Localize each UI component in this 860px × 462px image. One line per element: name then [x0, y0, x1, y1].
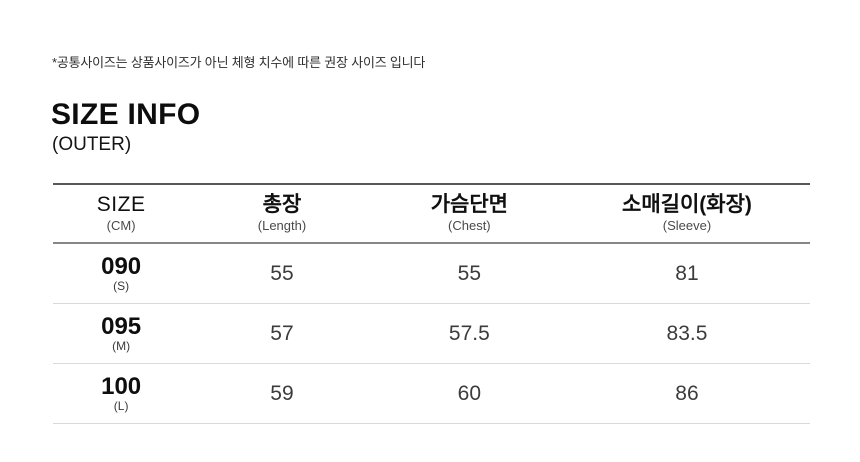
size-sublabel: (L) [113, 398, 129, 413]
size-sublabel: (S) [113, 278, 130, 293]
page-subtitle: (OUTER) [52, 134, 132, 155]
chest-value: 60 [374, 363, 564, 424]
col-header-length-sub: (Length) [257, 218, 307, 234]
size-note: *공통사이즈는 상품사이즈가 아닌 체형 치수에 따른 권장 사이즈 입니다 [52, 55, 426, 70]
col-header-size-main: SIZE [96, 193, 146, 217]
sleeve-value: 86 [563, 363, 810, 424]
length-value: 59 [189, 363, 375, 424]
col-header-length-main: 총장 [262, 193, 302, 217]
col-header-sleeve-sub: (Sleeve) [662, 218, 712, 234]
size-cell: 090 (S) [53, 243, 190, 304]
col-header-length: 총장 (Length) [189, 184, 375, 244]
col-header-chest: 가슴단면 (Chest) [374, 184, 564, 244]
sleeve-value: 83.5 [563, 303, 810, 364]
table-row: 100 (L) 59 60 86 [53, 363, 810, 424]
size-label: 090 [101, 252, 142, 280]
size-cell: 100 (L) [53, 363, 190, 424]
sleeve-value: 81 [563, 243, 810, 304]
col-header-chest-sub: (Chest) [448, 218, 491, 234]
col-header-sleeve: 소매길이(화장) (Sleeve) [563, 184, 810, 244]
col-header-size-sub: (CM) [106, 218, 136, 234]
table-row: 095 (M) 57 57.5 83.5 [53, 303, 810, 364]
size-table: SIZE (CM) 총장 (Length) 가슴단면 (Chest) 소매길이(… [53, 183, 810, 424]
col-header-chest-main: 가슴단면 [430, 193, 508, 217]
size-cell: 095 (M) [53, 303, 190, 364]
chest-value: 55 [374, 243, 564, 304]
length-value: 55 [189, 243, 375, 304]
size-label: 100 [101, 372, 142, 400]
col-header-sleeve-main: 소매길이(화장) [622, 193, 752, 217]
length-value: 57 [189, 303, 375, 364]
table-row: 090 (S) 55 55 81 [53, 243, 810, 304]
table-header-row: SIZE (CM) 총장 (Length) 가슴단면 (Chest) 소매길이(… [53, 184, 810, 244]
page-title: SIZE INFO [51, 98, 201, 131]
chest-value: 57.5 [374, 303, 564, 364]
size-sublabel: (M) [112, 338, 131, 353]
size-label: 095 [101, 312, 142, 340]
col-header-size: SIZE (CM) [53, 184, 190, 244]
